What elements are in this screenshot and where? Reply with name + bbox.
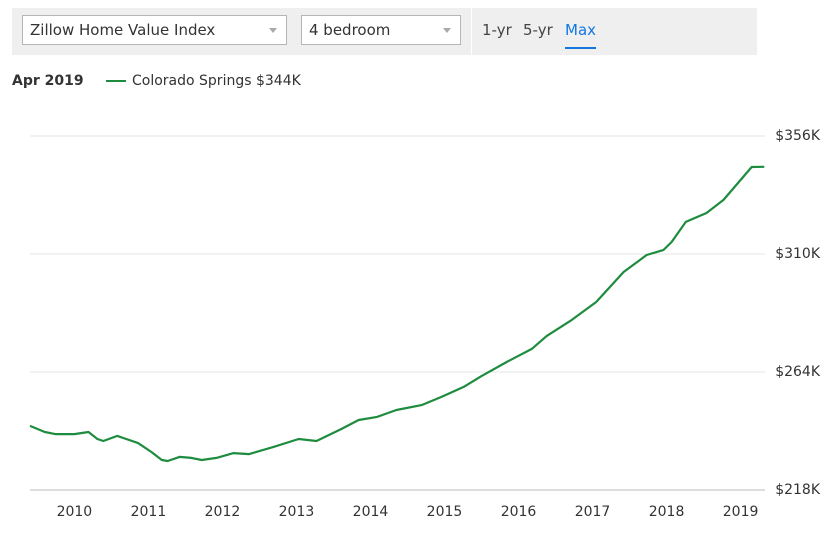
- data-line: [29, 165, 765, 463]
- range-tab[interactable]: Max: [565, 21, 597, 49]
- y-tick-label: $264K: [775, 364, 821, 380]
- x-tick-label: 2016: [501, 504, 537, 520]
- x-tick-label: 2013: [279, 504, 315, 520]
- date-label: Apr 2019: [12, 73, 84, 89]
- dropdown-label: Zillow Home Value Index: [30, 21, 216, 39]
- legend-entry: Colorado Springs $344K: [132, 73, 302, 89]
- metric-dropdown[interactable]: Zillow Home Value Index: [22, 15, 287, 45]
- x-tick-label: 2017: [575, 504, 611, 520]
- range-tab[interactable]: 5-yr: [523, 21, 553, 39]
- x-tick-label: 2018: [649, 504, 685, 520]
- separator: [471, 8, 472, 55]
- x-tick-label: 2010: [57, 504, 93, 520]
- x-tick-label: 2012: [205, 504, 241, 520]
- dropdown-arrow: [269, 28, 277, 33]
- x-tick-label: 2015: [427, 504, 463, 520]
- legend-name: Colorado Springs: [132, 73, 252, 89]
- x-tick-label: 2014: [353, 504, 389, 520]
- legend-value: $344K: [256, 73, 302, 89]
- x-tick-label: 2019: [723, 504, 759, 520]
- dropdown-arrow: [443, 28, 451, 33]
- y-tick-label: $356K: [775, 128, 821, 144]
- x-tick-label: 2011: [131, 504, 167, 520]
- y-tick-label: $218K: [775, 482, 821, 498]
- y-tick-label: $310K: [775, 246, 821, 262]
- dropdown-label: 4 bedroom: [309, 21, 391, 39]
- range-tab[interactable]: 1-yr: [482, 21, 512, 39]
- bedroom-dropdown[interactable]: 4 bedroom: [301, 15, 461, 45]
